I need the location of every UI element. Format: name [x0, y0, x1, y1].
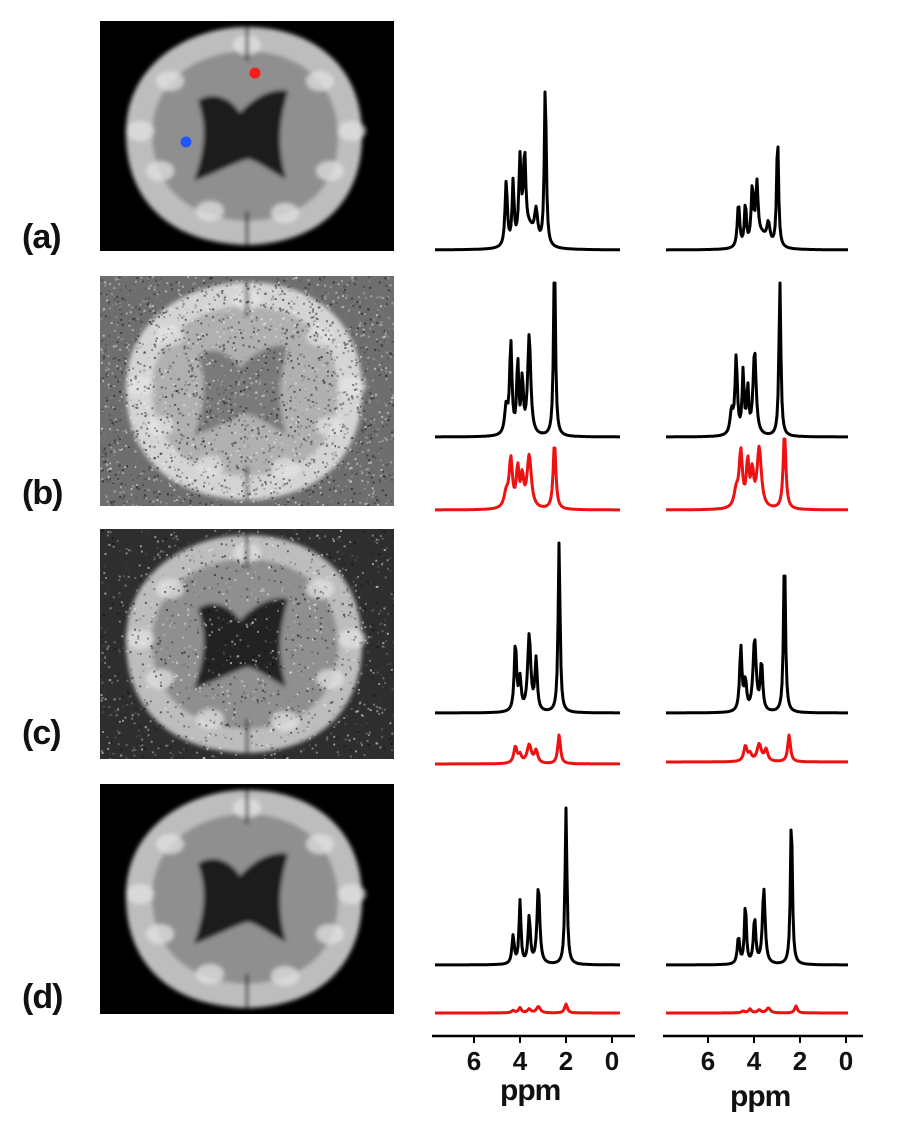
spectrum-black-1-1 [665, 281, 849, 439]
x-tick-label-0-1: 4 [513, 1046, 528, 1076]
x-tick-label-0-2: 2 [559, 1046, 573, 1076]
spectrum-red-1-0 [665, 437, 849, 512]
panel-label-b: (b) [22, 474, 63, 512]
spectrum-black-1-3 [665, 828, 849, 967]
spectrum-black-1-2 [665, 574, 849, 715]
x-tick-label-0-3: 0 [605, 1046, 619, 1076]
brain-image-a [100, 21, 394, 251]
voxel-marker-blue [180, 136, 192, 148]
spectrum-red-1-1 [665, 733, 849, 764]
panel-label-c: (c) [22, 714, 62, 752]
brain-image-b [100, 276, 394, 506]
x-tick-label-1-1: 4 [747, 1046, 762, 1076]
spectrum-red-0-0 [434, 446, 621, 512]
brain-image-c [100, 529, 394, 759]
voxel-marker-red [249, 67, 261, 79]
x-axis-label-right: ppm [730, 1080, 791, 1113]
spectrum-black-0-1 [434, 281, 621, 439]
spectrum-red-1-2 [665, 1004, 849, 1015]
x-tick-label-1-3: 0 [839, 1046, 853, 1076]
spectrum-black-0-2 [434, 541, 621, 715]
panel-label-d: (d) [22, 978, 63, 1016]
brain-image-d [100, 784, 394, 1014]
spectrum-red-0-1 [434, 733, 621, 766]
spectrum-red-0-2 [434, 1002, 621, 1015]
x-axis-label-left: ppm [500, 1074, 561, 1107]
spectrum-black-0-3 [434, 806, 621, 967]
panel-label-a: (a) [22, 218, 62, 256]
x-tick-label-1-2: 2 [793, 1046, 807, 1076]
x-tick-label-0-0: 6 [467, 1046, 481, 1076]
spectrum-black-1-0 [665, 145, 849, 252]
x-tick-label-1-0: 6 [701, 1046, 715, 1076]
spectrum-black-0-0 [434, 90, 621, 252]
